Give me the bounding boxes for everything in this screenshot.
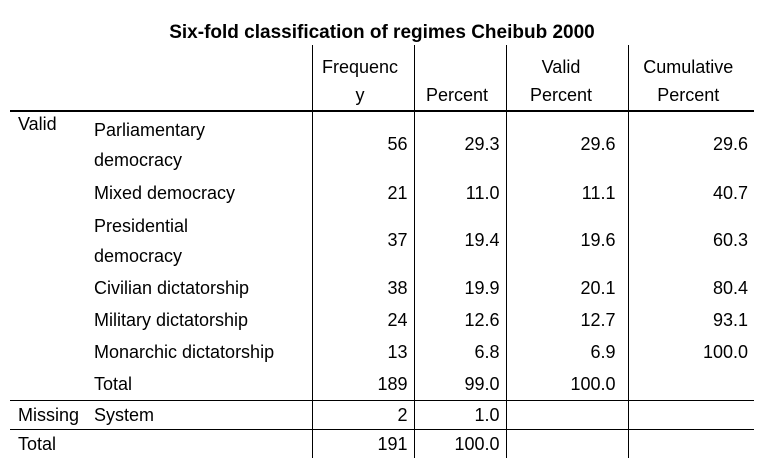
column-header-valid-percent-line2: Percent	[507, 81, 616, 109]
cell-cumulative-percent: 29.6	[628, 111, 754, 177]
header-row: Frequenc y Percent Valid Percent Cumulat…	[10, 45, 754, 111]
group-label-missing: Missing	[10, 401, 94, 430]
row-label-line2: democracy	[94, 145, 312, 175]
header-empty-label	[94, 45, 312, 111]
cell-frequency: 24	[312, 304, 414, 336]
cell-percent: 19.9	[414, 272, 506, 304]
cell-frequency: 191	[312, 430, 414, 458]
group-cell-empty	[10, 368, 94, 401]
table-row: Mixed democracy 21 11.0 11.1 40.7	[10, 177, 754, 209]
row-label-line1: Presidential	[94, 211, 312, 241]
column-header-frequency-line1: Frequenc	[313, 53, 408, 81]
table-row: Valid Parliamentary democracy 56 29.3 29…	[10, 111, 754, 177]
column-header-cumulative-percent-line2: Percent	[629, 81, 749, 109]
table-row: Civilian dictatorship 38 19.9 20.1 80.4	[10, 272, 754, 304]
cell-valid-percent: 100.0	[506, 368, 628, 401]
column-header-frequency-line2: y	[313, 81, 408, 109]
column-header-percent: Percent	[414, 45, 506, 111]
cell-valid-percent: 6.9	[506, 336, 628, 368]
cell-percent: 100.0	[414, 430, 506, 458]
cell-valid-percent: 19.6	[506, 209, 628, 272]
cell-valid-percent: 11.1	[506, 177, 628, 209]
group-cell-empty	[10, 272, 94, 304]
cell-percent: 11.0	[414, 177, 506, 209]
row-label: Monarchic dictatorship	[94, 336, 312, 368]
cell-cumulative-percent	[628, 368, 754, 401]
cell-percent: 19.4	[414, 209, 506, 272]
group-cell-empty	[10, 177, 94, 209]
column-header-valid-percent-line1: Valid	[507, 53, 616, 81]
cell-frequency: 13	[312, 336, 414, 368]
row-label-line2: democracy	[94, 241, 312, 271]
cell-percent: 6.8	[414, 336, 506, 368]
group-cell-empty	[10, 304, 94, 336]
cell-percent: 29.3	[414, 111, 506, 177]
row-label	[94, 430, 312, 458]
cell-valid-percent: 29.6	[506, 111, 628, 177]
cell-frequency: 2	[312, 401, 414, 430]
group-label-valid: Valid	[10, 111, 94, 177]
table-row: Presidential democracy 37 19.4 19.6 60.3	[10, 209, 754, 272]
column-header-cumulative-percent-line1: Cumulative	[629, 53, 749, 81]
cell-cumulative-percent: 60.3	[628, 209, 754, 272]
cell-cumulative-percent: 100.0	[628, 336, 754, 368]
table-row: Monarchic dictatorship 13 6.8 6.9 100.0	[10, 336, 754, 368]
cell-frequency: 37	[312, 209, 414, 272]
row-label: Civilian dictatorship	[94, 272, 312, 304]
cell-frequency: 56	[312, 111, 414, 177]
cell-valid-percent: 20.1	[506, 272, 628, 304]
cell-frequency: 189	[312, 368, 414, 401]
frequency-table: Frequenc y Percent Valid Percent Cumulat…	[10, 45, 754, 458]
row-label: System	[94, 401, 312, 430]
row-label: Parliamentary democracy	[94, 111, 312, 177]
row-label: Military dictatorship	[94, 304, 312, 336]
group-cell-empty	[10, 209, 94, 272]
cell-valid-percent: 12.7	[506, 304, 628, 336]
column-header-cumulative-percent: Cumulative Percent	[628, 45, 754, 111]
row-label: Total	[94, 368, 312, 401]
header-empty-group	[10, 45, 94, 111]
row-label-line1: Parliamentary	[94, 115, 312, 145]
group-label-total: Total	[10, 430, 94, 458]
cell-frequency: 38	[312, 272, 414, 304]
table-row: Military dictatorship 24 12.6 12.7 93.1	[10, 304, 754, 336]
cell-frequency: 21	[312, 177, 414, 209]
table-title: Six-fold classification of regimes Cheib…	[10, 22, 754, 44]
cell-valid-percent	[506, 430, 628, 458]
column-header-valid-percent: Valid Percent	[506, 45, 628, 111]
cell-cumulative-percent	[628, 430, 754, 458]
cell-percent: 1.0	[414, 401, 506, 430]
cell-percent: 12.6	[414, 304, 506, 336]
column-header-frequency: Frequenc y	[312, 45, 414, 111]
cell-valid-percent	[506, 401, 628, 430]
cell-cumulative-percent: 40.7	[628, 177, 754, 209]
group-cell-empty	[10, 336, 94, 368]
row-label: Presidential democracy	[94, 209, 312, 272]
table-row-total: Total 191 100.0	[10, 430, 754, 458]
cell-cumulative-percent: 80.4	[628, 272, 754, 304]
cell-cumulative-percent	[628, 401, 754, 430]
table-row-missing: Missing System 2 1.0	[10, 401, 754, 430]
cell-percent: 99.0	[414, 368, 506, 401]
row-label: Mixed democracy	[94, 177, 312, 209]
cell-cumulative-percent: 93.1	[628, 304, 754, 336]
table-row-valid-total: Total 189 99.0 100.0	[10, 368, 754, 401]
